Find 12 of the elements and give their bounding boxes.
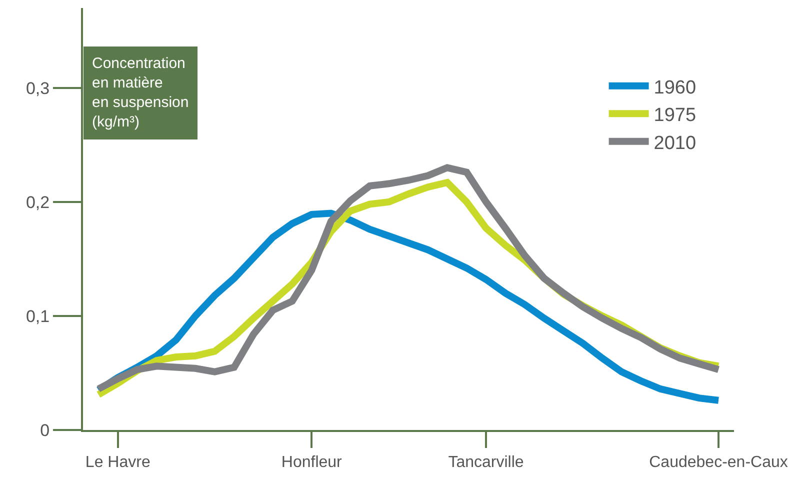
y-tick-label: 0,2	[26, 192, 50, 212]
x-tick-label: Honfleur	[281, 454, 343, 472]
y-tick-label: 0,1	[26, 306, 50, 326]
x-tick-label: Le Havre	[85, 454, 150, 472]
x-tick-label: Caudebec-en-Caux	[649, 454, 788, 472]
y-tick-label: 0	[40, 420, 50, 440]
x-tick-label: Tancarville	[448, 454, 524, 472]
legend-label: 2010	[654, 132, 696, 154]
y-axis-title: Concentration en matière en suspension (kg/m³)	[92, 55, 189, 130]
legend-label: 1960	[654, 77, 696, 98]
y-tick-label: 0,3	[26, 78, 50, 98]
legend-label: 1975	[654, 105, 696, 126]
